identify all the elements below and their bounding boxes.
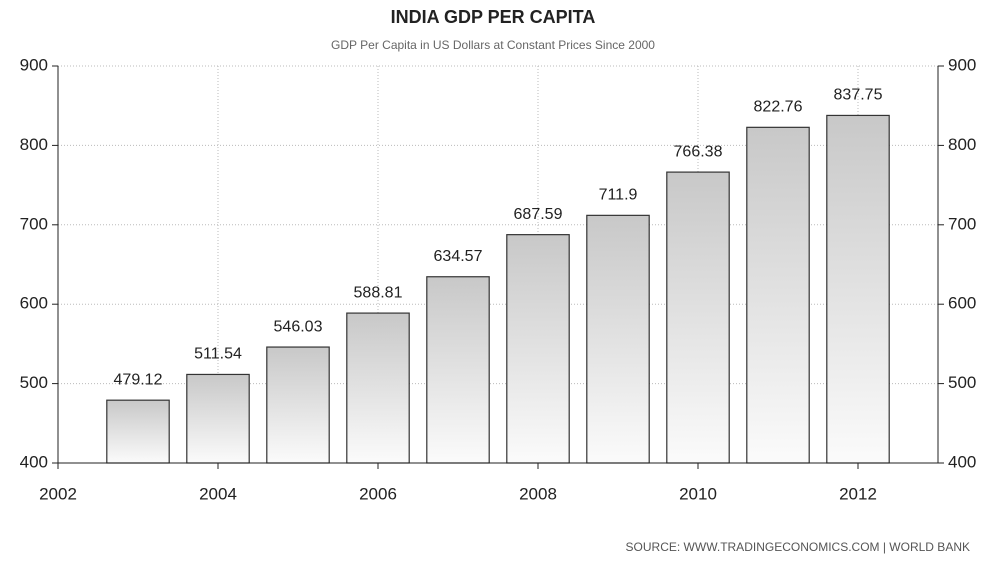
value-label: 511.54	[194, 346, 242, 363]
x-tick-label: 2004	[199, 484, 237, 503]
bar	[826, 114, 890, 464]
chart-title: INDIA GDP PER CAPITA	[391, 7, 596, 27]
y2-tick-label: 800	[948, 135, 976, 154]
value-label: 546.03	[274, 318, 323, 335]
value-label: 588.81	[354, 284, 403, 301]
bar	[346, 312, 410, 464]
y2-tick-label: 500	[948, 373, 976, 392]
y2-tick-label: 400	[948, 452, 976, 471]
value-label: 837.75	[834, 87, 883, 104]
value-label: 711.9	[599, 187, 638, 204]
value-label: 822.76	[754, 99, 803, 116]
x-tick-label: 2008	[519, 484, 557, 503]
chart-subtitle: GDP Per Capita in US Dollars at Constant…	[331, 38, 655, 52]
y2-tick-label: 600	[948, 294, 976, 313]
bar	[426, 276, 490, 464]
y-tick-label: 400	[20, 452, 48, 471]
y-tick-label: 700	[20, 214, 48, 233]
bar	[666, 171, 730, 464]
bar	[186, 373, 250, 464]
y-tick-label: 600	[20, 294, 48, 313]
bar	[506, 234, 570, 464]
bar	[586, 214, 650, 464]
value-label: 766.38	[674, 143, 723, 160]
y-tick-label: 500	[20, 373, 48, 392]
value-label: 479.12	[114, 371, 163, 388]
value-label: 687.59	[514, 206, 563, 223]
value-label: 634.57	[434, 248, 483, 265]
bar	[266, 346, 330, 464]
source-note: SOURCE: WWW.TRADINGECONOMICS.COM | WORLD…	[626, 540, 970, 554]
bar	[106, 399, 170, 464]
bar	[746, 126, 810, 464]
y-tick-label: 900	[20, 55, 48, 74]
y2-tick-label: 700	[948, 214, 976, 233]
x-tick-label: 2012	[839, 484, 877, 503]
x-tick-label: 2002	[39, 484, 77, 503]
x-tick-label: 2010	[679, 484, 717, 503]
y2-tick-label: 900	[948, 55, 976, 74]
x-tick-label: 2006	[359, 484, 397, 503]
y-tick-label: 800	[20, 135, 48, 154]
